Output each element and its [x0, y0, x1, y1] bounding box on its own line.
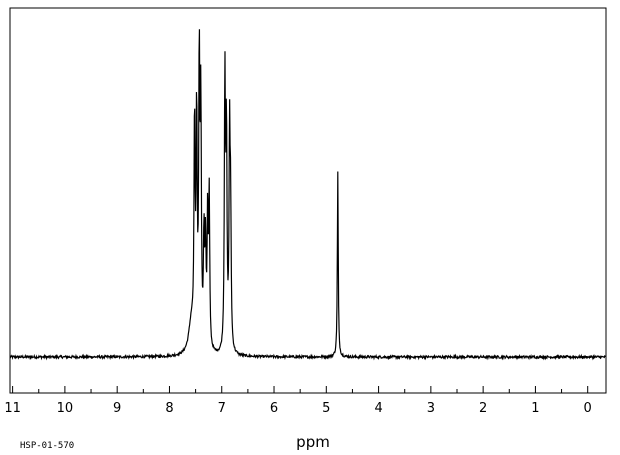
tick-label-3: 3 — [427, 401, 435, 416]
tick-label-1: 1 — [531, 401, 539, 416]
tick-label-7: 7 — [218, 401, 226, 416]
x-axis-ticks — [12, 386, 589, 393]
tick-label-9: 9 — [113, 401, 121, 416]
tick-label-10: 10 — [57, 401, 74, 416]
tick-label-11: 11 — [4, 401, 21, 416]
spectrum-trace — [9, 29, 607, 361]
x-axis-label: ppm — [296, 433, 330, 451]
tick-label-4: 4 — [374, 401, 382, 416]
tick-label-5: 5 — [322, 401, 330, 416]
sample-id-label: HSP-01-570 — [20, 441, 74, 451]
x-axis-tick-labels: 11 10 9 8 7 6 5 4 3 2 1 0 — [4, 401, 592, 416]
tick-label-0: 0 — [584, 401, 592, 416]
tick-label-6: 6 — [270, 401, 278, 416]
tick-label-2: 2 — [479, 401, 487, 416]
plot-frame — [9, 7, 607, 394]
tick-label-8: 8 — [165, 401, 173, 416]
